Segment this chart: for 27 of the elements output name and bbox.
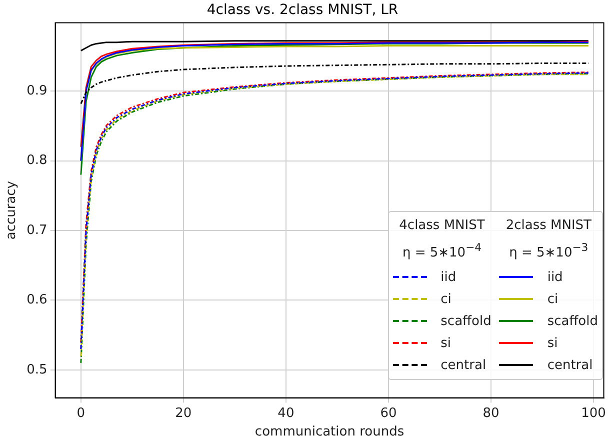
legend-label: central	[440, 358, 486, 372]
y-axis-title: accuracy	[4, 180, 20, 240]
x-tick-label: 0	[76, 406, 86, 421]
legend-label: central	[547, 358, 593, 372]
annotation: 4class MNIST η = 5∗10$^{−4}$	[398, 216, 486, 262]
legend-label: si	[440, 336, 452, 350]
legend-label: ci	[440, 292, 452, 306]
x-axis-title: communication rounds	[254, 424, 404, 440]
legend-label: si	[547, 336, 558, 350]
chart-title: 4class vs. 2class MNIST, LR	[206, 2, 398, 18]
y-tick-label: 0.8	[26, 153, 48, 168]
x-tick-label: 100	[581, 406, 606, 421]
y-tick-label: 0.6	[26, 292, 48, 308]
x-tick-label: 60	[380, 406, 397, 421]
y-tick-label: 0.5	[26, 362, 48, 378]
x-tick-label: 20	[175, 406, 192, 421]
x-tick-label: 80	[482, 406, 500, 421]
legend-label: iid	[440, 270, 456, 284]
legend-label: ci	[547, 292, 558, 306]
annotation: 2class MNIST η = 5∗10$^{−3}$	[504, 216, 592, 262]
line-series	[80, 62, 590, 104]
x-tick-label: 40	[278, 406, 294, 421]
legend-label: scaffold	[440, 314, 492, 328]
legend-label: iid	[547, 270, 563, 284]
y-tick-label: 0.7	[26, 222, 48, 238]
legend-label: scaffold	[547, 314, 598, 328]
y-tick-label: 0.9	[26, 83, 48, 98]
